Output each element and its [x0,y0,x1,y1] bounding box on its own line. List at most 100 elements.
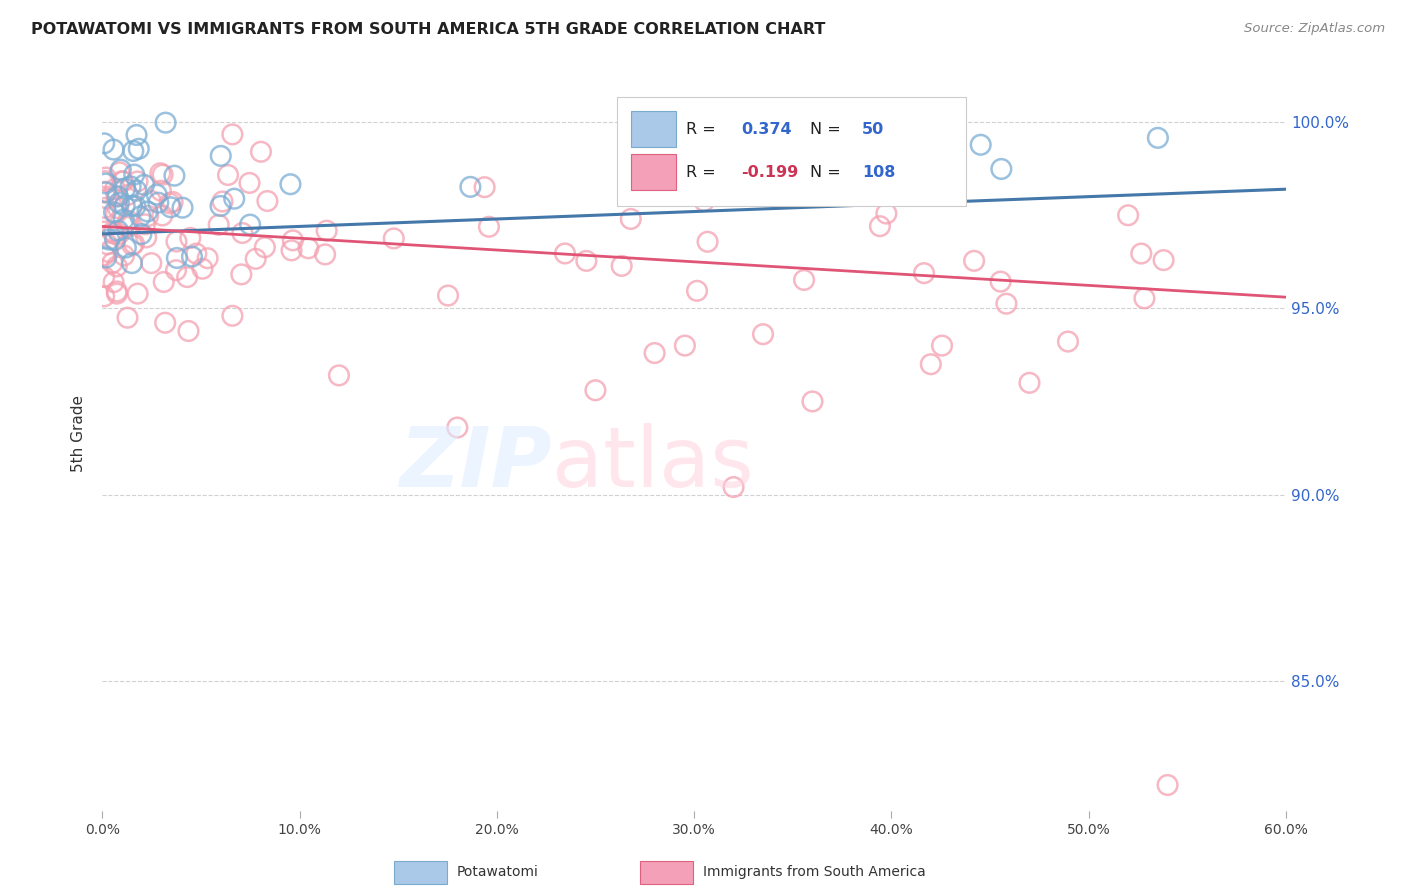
Point [280,178,302,192]
Point [875,206,897,220]
Point [315,224,337,238]
Text: 0.374: 0.374 [741,121,792,136]
Point [610,259,633,273]
FancyBboxPatch shape [617,96,966,206]
Point [963,253,986,268]
Point [793,273,815,287]
Point [239,218,262,232]
Text: N =: N = [810,121,846,136]
Point [177,324,200,338]
Point [136,204,159,219]
Point [869,219,891,234]
Point [149,184,172,198]
Point [117,214,139,228]
Point [98,233,121,247]
Point [122,236,145,251]
Text: 108: 108 [862,165,896,180]
Point [208,218,231,232]
Point [134,217,156,231]
Point [679,153,702,167]
Point [224,192,246,206]
Point [111,174,134,188]
Text: Potawatomi: Potawatomi [457,865,538,880]
Point [104,182,127,196]
Point [181,250,204,264]
Text: 50: 50 [862,121,884,136]
Point [256,194,278,208]
Point [752,327,775,342]
Point [125,128,148,142]
Point [93,289,115,303]
Point [162,194,184,209]
Text: POTAWATOMI VS IMMIGRANTS FROM SOUTH AMERICA 5TH GRADE CORRELATION CHART: POTAWATOMI VS IMMIGRANTS FROM SOUTH AMER… [31,22,825,37]
Point [93,248,115,262]
Text: Source: ZipAtlas.com: Source: ZipAtlas.com [1244,22,1385,36]
Point [124,199,146,213]
Point [1130,246,1153,260]
Point [1116,208,1139,222]
Point [104,233,127,247]
Text: Immigrants from South America: Immigrants from South America [703,865,925,880]
Point [314,247,336,261]
Point [474,180,496,194]
Point [103,143,125,157]
Point [121,199,143,213]
Point [141,256,163,270]
Point [693,194,716,208]
Point [112,248,135,262]
Point [382,231,405,245]
Point [1018,376,1040,390]
Point [297,241,319,255]
Point [911,172,934,186]
Point [231,226,253,240]
Point [1057,334,1080,349]
Point [129,210,152,224]
Text: R =: R = [686,165,721,180]
Point [280,244,302,258]
Point [217,168,239,182]
Point [120,179,142,194]
Point [107,224,129,238]
Point [179,231,201,245]
Point [94,201,117,215]
Point [94,251,117,265]
Point [638,129,661,144]
FancyBboxPatch shape [631,112,676,147]
Point [93,205,115,219]
Point [107,201,129,215]
Point [107,189,129,203]
Point [155,115,177,129]
Point [446,420,468,434]
Point [115,241,138,255]
Point [231,268,253,282]
Point [437,288,460,302]
Point [139,194,162,208]
Point [250,145,273,159]
Point [197,251,219,265]
Point [101,225,124,239]
Point [686,284,709,298]
Point [995,296,1018,310]
Point [1133,291,1156,305]
Point [105,286,128,301]
Point [125,184,148,198]
Point [801,394,824,409]
Point [108,195,131,210]
Point [94,186,117,200]
Text: -0.199: -0.199 [741,165,799,180]
Point [723,480,745,494]
Point [211,194,233,209]
Point [122,168,145,182]
Point [103,275,125,289]
Text: ZIP: ZIP [399,423,553,504]
Point [152,168,174,182]
Point [136,209,159,223]
Point [103,205,125,219]
Point [122,144,145,158]
Point [94,170,117,185]
Point [912,266,935,280]
Point [96,237,118,252]
Point [127,286,149,301]
Point [1156,778,1178,792]
Point [281,233,304,247]
